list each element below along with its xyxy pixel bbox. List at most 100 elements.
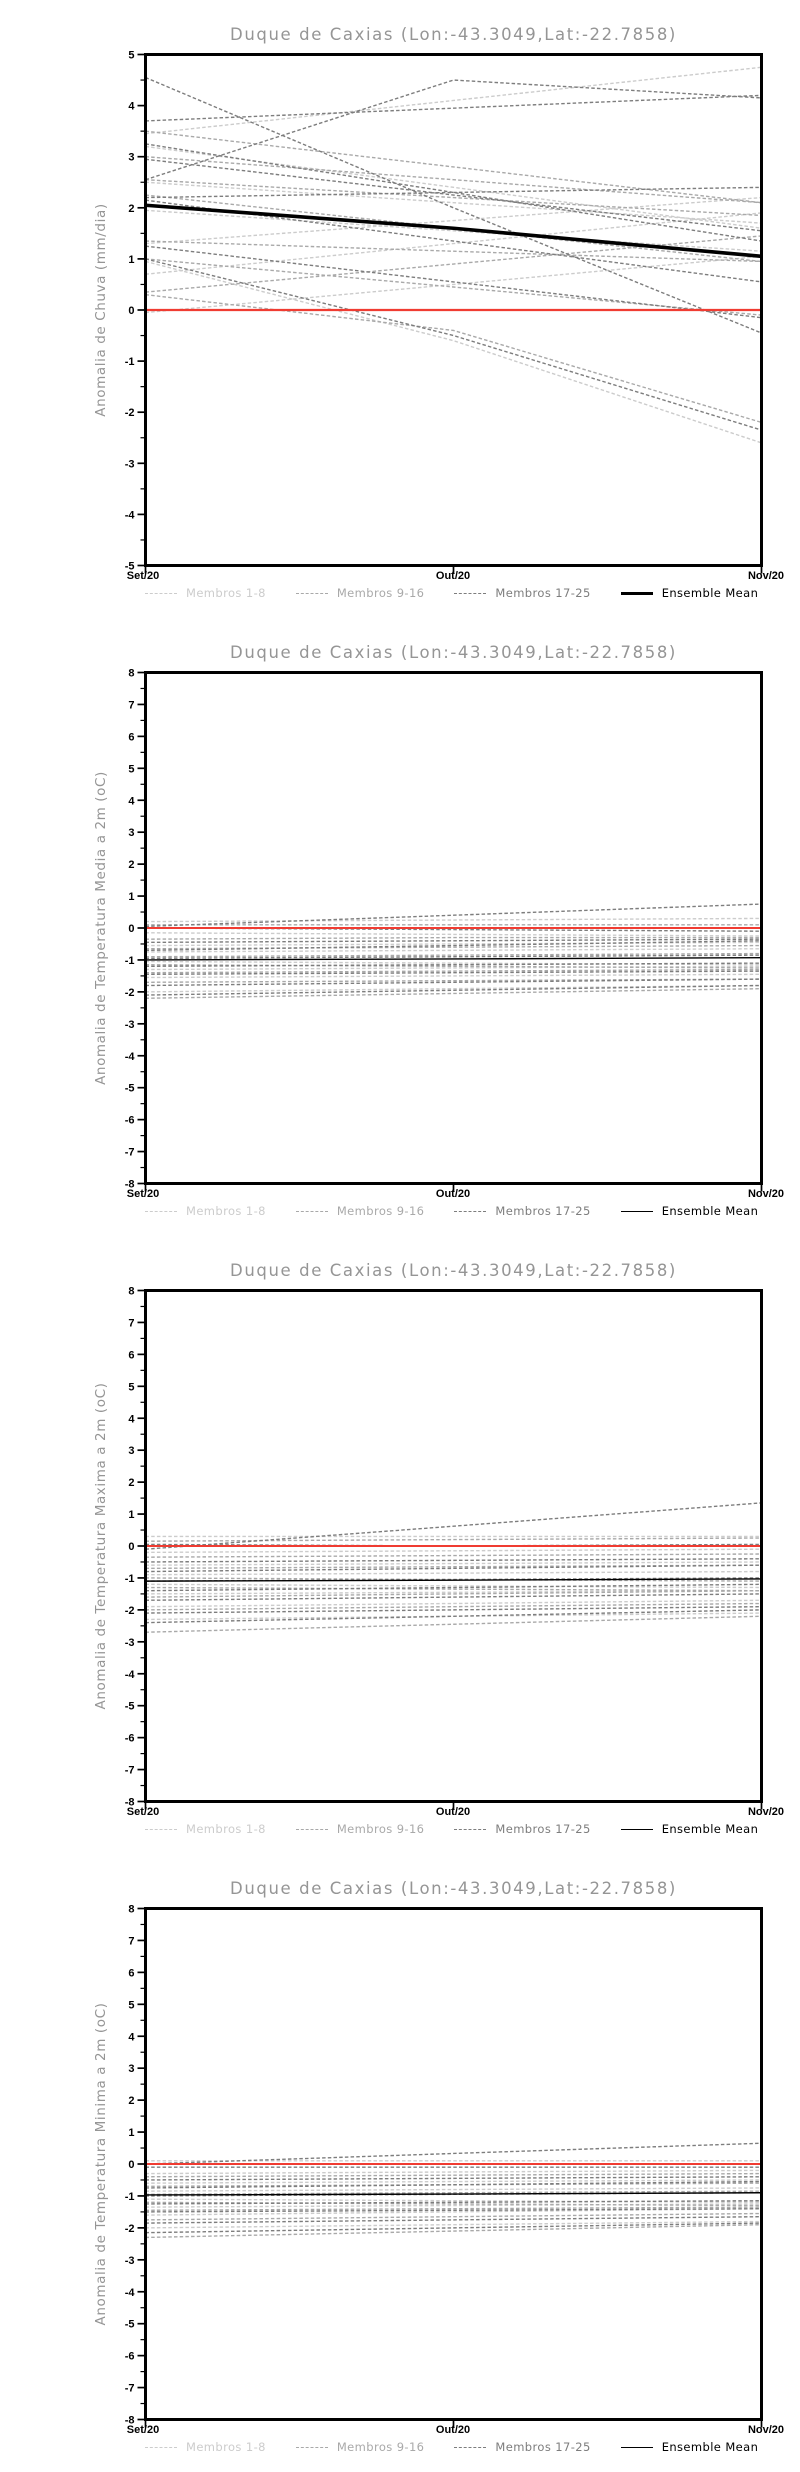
member-line <box>145 917 762 923</box>
y-tick-label: -3 <box>125 1637 135 1649</box>
y-tick-label: 3 <box>128 152 134 164</box>
y-tick-label: 8 <box>128 1904 134 1916</box>
y-tick-label: -4 <box>125 1051 136 1063</box>
ensemble-mean-line <box>145 957 762 961</box>
legend-label: Membros 17-25 <box>495 586 591 600</box>
member-line <box>145 903 762 928</box>
x-tick-label-nov: Nov/20 <box>747 1806 785 1818</box>
dashed-line-swatch <box>295 592 328 594</box>
member-line <box>145 1558 762 1563</box>
x-tick-label-set: Set/20 <box>126 570 160 582</box>
chart-canvas: -8 -7 -6 -5 -4 -3 -2 -1 0 1 2 3 4 5 6 7 8 <box>125 668 763 1192</box>
member-line <box>145 181 762 224</box>
y-tick-label: 4 <box>128 795 135 807</box>
member-line <box>145 245 762 319</box>
legend-item-membros-1-8: Membros 1-8 <box>145 1204 266 1218</box>
legend-label: Membros 17-25 <box>495 2440 591 2454</box>
dashed-line-swatch <box>454 1210 487 1212</box>
member-line <box>145 970 762 976</box>
y-tick-label: -5 <box>125 2319 135 2331</box>
ensemble-mean-line <box>145 203 762 259</box>
y-tick-label: 6 <box>128 1349 134 1361</box>
member-line <box>145 1564 762 1573</box>
y-tick-label: -4 <box>125 509 136 521</box>
member-line <box>145 1602 762 1611</box>
chart-canvas: -5 -4 -3 -2 -1 0 1 2 3 4 5 <box>125 50 763 574</box>
y-tick-label: -6 <box>125 2351 135 2363</box>
dashed-line-swatch <box>145 1210 177 1212</box>
legend-item-membros-9-16: Membros 9-16 <box>295 1204 425 1218</box>
y-tick-label: 2 <box>128 203 134 215</box>
y-tick-label: 7 <box>128 699 134 711</box>
chart-temperatura-maxima: -8 -7 -6 -5 -4 -3 -2 -1 0 1 2 3 4 5 6 7 8 Duque de Caxia… <box>0 1236 800 1854</box>
y-tick-label: -7 <box>125 2383 135 2395</box>
y-tick-label: 1 <box>128 891 134 903</box>
member-group <box>145 76 762 431</box>
y-tick-label: 4 <box>128 1413 135 1425</box>
member-line <box>145 2220 762 2229</box>
y-axis-label: Anomalia de Temperatura Minima a 2m (oC) <box>93 2002 109 2326</box>
legend-item-membros-1-8: Membros 1-8 <box>145 1822 266 1836</box>
member-line <box>145 962 762 968</box>
member-group <box>145 130 762 424</box>
y-tick-label: -1 <box>125 955 135 967</box>
chart-title: Duque de Caxias (Lon:-43.3049,Lat:-22.78… <box>230 1261 677 1280</box>
y-tick-label: 7 <box>128 1935 134 1947</box>
member-line <box>145 2190 762 2196</box>
member-line <box>145 1583 762 1589</box>
y-tick-label: -6 <box>125 1115 135 1127</box>
member-line <box>145 952 762 958</box>
legend-item-membros-17-25: Membros 17-25 <box>454 1822 590 1836</box>
x-tick-label-set: Set/20 <box>126 1806 160 1818</box>
member-line <box>145 1553 762 1558</box>
member-line <box>145 954 762 960</box>
member-line <box>145 258 762 316</box>
member-line <box>145 2187 762 2192</box>
y-axis-ticks: -5 -4 -3 -2 -1 0 1 2 3 4 5 <box>125 50 145 573</box>
y-axis-label: Anomalia de Temperatura Maxima a 2m (oC) <box>93 1382 109 1710</box>
chart-title: Duque de Caxias (Lon:-43.3049,Lat:-22.78… <box>230 1879 677 1898</box>
chart-title: Duque de Caxias (Lon:-43.3049,Lat:-22.78… <box>230 25 677 44</box>
y-tick-label: -8 <box>125 1797 135 1809</box>
legend-item-membros-1-8: Membros 1-8 <box>145 2440 266 2454</box>
legend-label: Membros 9-16 <box>336 586 425 600</box>
member-line <box>145 2212 762 2221</box>
dashed-line-swatch <box>145 592 177 594</box>
solid-line-swatch <box>620 591 653 595</box>
x-tick-label-set: Set/20 <box>126 1188 160 1200</box>
member-line <box>145 186 762 199</box>
y-tick-label: 0 <box>128 1541 134 1553</box>
chart-anomalia-chuva: -5 -4 -3 -2 -1 0 1 2 3 4 5 Duque de Caxias (Lon:-4… <box>0 0 800 618</box>
member-line <box>145 260 762 444</box>
member-line <box>145 2222 762 2234</box>
dashed-line-swatch <box>295 1828 328 1830</box>
legend-label: Ensemble Mean <box>661 1822 759 1836</box>
x-tick-label-out: Out/20 <box>435 570 471 582</box>
member-line <box>145 143 762 242</box>
y-axis-ticks: -8 -7 -6 -5 -4 -3 -2 -1 0 1 2 3 4 5 6 7 8 <box>125 1286 145 1809</box>
legend-item-membros-17-25: Membros 17-25 <box>454 586 590 600</box>
legend-item-ensemble-mean: Ensemble Mean <box>620 2440 759 2454</box>
x-axis-ticks <box>144 1184 763 1192</box>
member-group <box>145 903 762 996</box>
member-line <box>145 2208 762 2213</box>
legend-label: Membros 1-8 <box>186 1822 266 1836</box>
member-line <box>145 2180 762 2189</box>
member-line <box>145 1502 762 1550</box>
legend: Membros 1-8 Membros 9-16 Membros 17-25 E… <box>145 1822 788 1836</box>
member-line <box>145 2176 762 2181</box>
member-line <box>145 2142 762 2165</box>
member-line <box>145 255 762 314</box>
member-line <box>145 76 762 334</box>
y-tick-label: -2 <box>125 1605 135 1617</box>
dashed-line-swatch <box>295 1210 328 1212</box>
solid-line-swatch <box>620 1210 653 1212</box>
member-line <box>145 79 762 181</box>
x-tick-label-out: Out/20 <box>435 1806 471 1818</box>
legend-label: Membros 1-8 <box>186 2440 266 2454</box>
member-group <box>145 1535 762 1621</box>
legend-item-ensemble-mean: Ensemble Mean <box>620 586 759 600</box>
solid-line-swatch <box>620 1828 653 1830</box>
dashed-line-swatch <box>454 2446 487 2448</box>
y-tick-label: 6 <box>128 731 134 743</box>
